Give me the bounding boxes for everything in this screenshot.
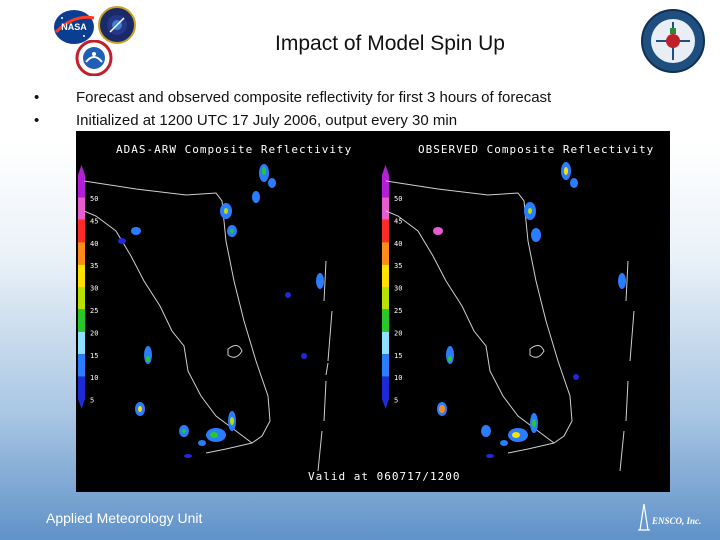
colorbar-label: 20 [394,329,402,337]
colorbar-segment [78,242,85,265]
colorbar-label: 15 [90,352,98,360]
colorbar-tip [78,399,85,409]
nws-logo-icon [75,40,113,76]
colorbar-label: 40 [90,240,98,248]
colorbar-segment [78,219,85,243]
colorbar-label: 30 [90,285,98,293]
colorbar-segment [78,287,85,310]
colorbar-segment [382,197,389,220]
bullet-list: • Forecast and observed composite reflect… [34,86,674,132]
colorbar-label: 10 [90,374,98,382]
colorbar-label: 45 [394,217,402,225]
colorbar-segment [78,331,85,355]
colorbar-tip [382,399,389,409]
colorbar-label: 10 [394,374,402,382]
left-florida-map [83,180,333,472]
reflectivity-image: ADAS-ARW Composite Reflectivity OBSERVED… [78,143,654,483]
bullet-item: • Initialized at 1200 UTC 17 July 2006, o… [34,109,674,132]
right-florida-map [385,180,635,472]
slide-title: Impact of Model Spin Up [275,32,505,55]
colorbar-label: 50 [90,195,98,203]
colorbar-segment [78,197,85,220]
left-radar-echoes [118,164,324,458]
colorbar-segment [382,309,389,332]
colorbar-segment [78,354,85,377]
colorbar-label: 5 [90,397,94,405]
bullet-marker: • [34,112,40,129]
ensco-emblem-icon [638,503,650,531]
reflectivity-figure: ADAS-ARW Composite Reflectivity OBSERVED… [76,131,670,492]
ensco-logo-text: ENSCO, Inc. [652,516,702,526]
colorbar-segment [382,219,389,243]
right-panel-title: OBSERVED Composite Reflectivity [418,143,654,156]
space-seal-icon [98,6,136,44]
colorbar-label: 35 [90,262,98,270]
bullet-text: Forecast and observed composite reflecti… [76,89,552,106]
colorbar-tip [78,165,85,175]
colorbar-label: 40 [394,240,402,248]
bullet-item: • Forecast and observed composite reflect… [34,86,674,109]
bullet-text: Initialized at 1200 UTC 17 July 2006, ou… [76,112,458,129]
colorbar-label: 15 [394,352,402,360]
colorbar-segment [78,309,85,332]
amu-seal-icon [641,9,705,73]
colorbar-segment [382,287,389,310]
left-colorbar: 50 45 40 35 30 25 20 15 10 5 [78,165,98,409]
colorbar-label: 45 [90,217,98,225]
colorbar-label: 35 [394,262,402,270]
left-panel-title: ADAS-ARW Composite Reflectivity [116,143,352,156]
colorbar-segment [382,175,389,198]
bullet-marker: • [34,89,40,106]
colorbar-segment [382,242,389,265]
colorbar-segment [382,354,389,377]
nasa-meatball-icon: NASA [54,10,95,44]
ensco-logo: ENSCO, Inc. [634,502,714,534]
right-colorbar: 50 45 40 35 30 25 20 15 10 5 [382,165,402,409]
colorbar-label: 25 [394,307,402,315]
footer-organization: Applied Meteorology Unit [46,510,203,526]
colorbar-segment [382,331,389,355]
colorbar-segment [382,264,389,287]
right-radar-echoes [433,162,626,458]
colorbar-segment [78,376,85,399]
colorbar-label: 25 [90,307,98,315]
colorbar-label: 5 [394,397,398,405]
colorbar-label: 20 [90,329,98,337]
colorbar-segment [78,264,85,287]
valid-time-label: Valid at 060717/1200 [308,470,460,483]
colorbar-label: 30 [394,285,402,293]
colorbar-label: 50 [394,195,402,203]
nasa-logo-text: NASA [61,22,87,32]
colorbar-segment [382,376,389,399]
colorbar-segment [78,175,85,198]
colorbar-tip [382,165,389,175]
